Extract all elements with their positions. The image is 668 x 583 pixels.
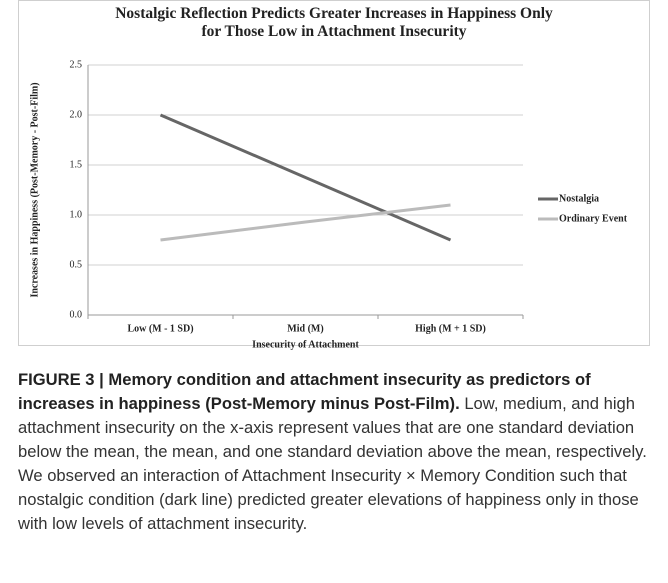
caption: FIGURE 3 | Memory condition and attachme… bbox=[18, 368, 650, 536]
y-tick-label: 2.5 bbox=[70, 59, 83, 70]
y-axis-label: Increases in Happiness (Post-Memory - Po… bbox=[29, 82, 40, 297]
x-tick-label: Mid (M) bbox=[287, 323, 323, 334]
x-tick-label: High (M + 1 SD) bbox=[415, 323, 486, 334]
y-tick-label: 1.5 bbox=[70, 159, 83, 170]
chart-title: Nostalgic Reflection Predicts Greater In… bbox=[115, 5, 553, 40]
x-tick-label: Low (M - 1 SD) bbox=[127, 323, 193, 334]
legend-label: Ordinary Event bbox=[559, 213, 628, 224]
y-tick-label: 1.0 bbox=[70, 209, 83, 220]
y-tick-label: 0.0 bbox=[70, 309, 83, 320]
series-line bbox=[160, 203, 451, 242]
y-tick-label: 0.5 bbox=[70, 259, 83, 270]
chart-frame bbox=[18, 0, 650, 346]
legend-label: Nostalgia bbox=[559, 193, 599, 204]
caption-text: Low, medium, and high attachment insecur… bbox=[18, 394, 647, 533]
caption-title: FIGURE 3 | Memory condition and attachme… bbox=[18, 370, 591, 413]
chart: 0.0 0.5 1.0 1.5 2.0 2.5 Low (M - 1 SD) Mid (M) H… bbox=[29, 59, 628, 350]
series-line bbox=[159, 113, 452, 242]
y-tick-label: 2.0 bbox=[70, 109, 83, 120]
x-axis-label: Insecurity of Attachment bbox=[252, 339, 359, 350]
